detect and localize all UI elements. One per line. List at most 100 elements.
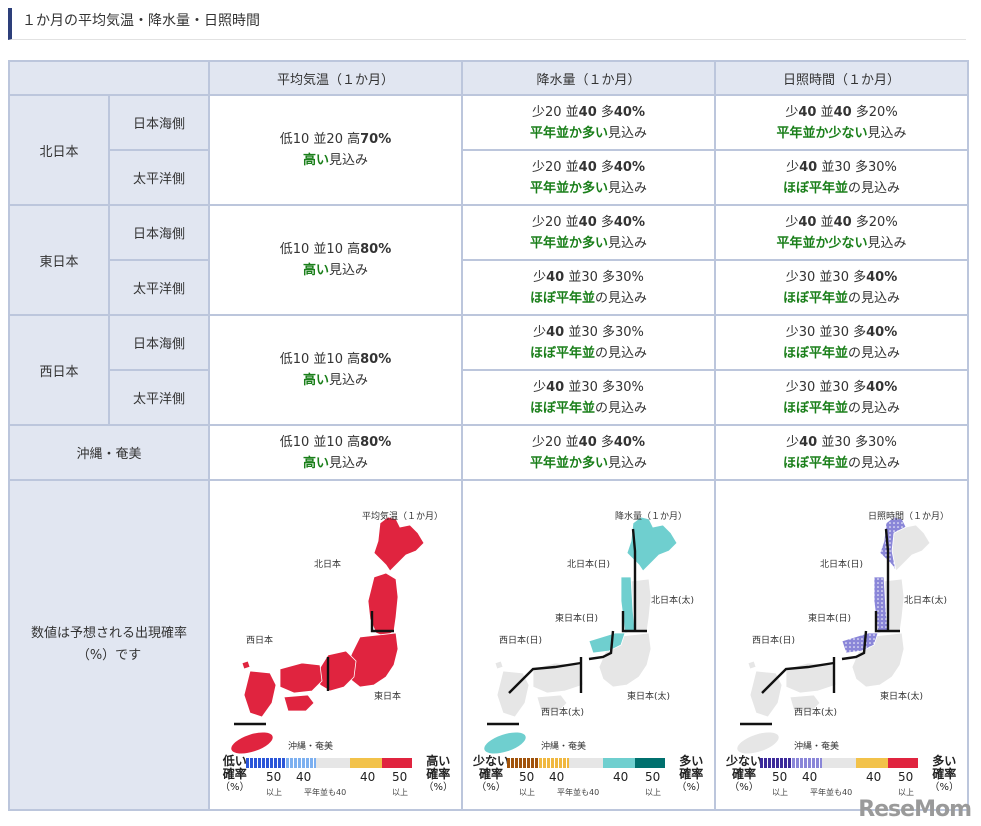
precip-east-sea: 少20 並40 多40% 平年並か多い見込み — [461, 204, 716, 261]
tick-ijo-b: 以上 — [645, 788, 661, 797]
west-split-border — [508, 661, 582, 694]
sun-west-sea: 少30 並30 多40% ほぼ平年並の見込み — [714, 314, 969, 371]
tick-50b: 50 — [898, 770, 914, 784]
temp-west: 低10 並10 高80% 高い見込み — [208, 314, 463, 426]
precip-legend: 少ない 確率 （%） 多い 確率 （%） 50 40 — [463, 753, 714, 809]
legend-bar-high50 — [635, 758, 665, 768]
col-header-sun: 日照時間（１か月） — [714, 60, 969, 96]
honshu-west-shape — [785, 662, 837, 694]
legend-bar-high40 — [350, 758, 382, 768]
tick-40b: 40 — [613, 770, 629, 784]
sun-north-sea: 少40 並40 多20% 平年並か少ない見込み — [714, 94, 969, 151]
hokkaido-shape — [373, 516, 425, 572]
legend-bar-low50 — [760, 758, 792, 768]
tick-ijo-a: 以上 — [519, 788, 535, 797]
precip-label-north-pac: 北日本(太) — [651, 596, 695, 606]
legend-bar-high50 — [888, 758, 918, 768]
sun-map-title: 日照時間（１か月） — [868, 512, 950, 522]
tick-50a: 50 — [266, 770, 282, 784]
legend-high: 高い 確率 （%） — [423, 754, 453, 794]
tick-ijo-a: 以上 — [772, 788, 788, 797]
probability-note: 数値は予想される出現確率（%）です — [8, 479, 210, 811]
shikoku-shape — [283, 694, 315, 712]
tick-50a: 50 — [772, 770, 788, 784]
region-west: 西日本 — [8, 314, 110, 426]
north-east-border — [621, 611, 647, 633]
tick-40a: 40 — [802, 770, 818, 784]
precip-north-sea: 少20 並40 多40% 平年並か多い見込み — [461, 94, 716, 151]
temp-label-north: 北日本 — [314, 560, 342, 570]
sun-north-pac: 少40 並30 多30% ほぼ平年並の見込み — [714, 149, 969, 206]
watermark-logo: ReseMom — [858, 797, 972, 822]
legend-bar-normal — [822, 758, 856, 768]
islands-shape — [494, 660, 504, 670]
sun-label-east-pac: 東日本(太) — [880, 692, 924, 702]
precip-label-east-pac: 東日本(太) — [627, 692, 671, 702]
forecast-table: 平均気温（１か月） 降水量（１か月） 日照時間（１か月） 北日本 日本海側 低1… — [8, 60, 969, 811]
sun-map — [736, 516, 931, 755]
tick-ijo-b: 以上 — [392, 788, 408, 797]
legend-bar-low50 — [246, 758, 286, 768]
hokkaido-shape — [626, 516, 678, 572]
sub-pacific-side: 太平洋側 — [108, 259, 210, 316]
kyushu-shape — [243, 670, 277, 718]
precip-north-pac: 少20 並40 多40% 平年並か多い見込み — [461, 149, 716, 206]
col-header-temp: 平均気温（１か月） — [208, 60, 463, 96]
legend-bar-low40 — [792, 758, 822, 768]
north-east-border — [874, 611, 900, 633]
precip-west-sea: 少40 並30 多30% ほぼ平年並の見込み — [461, 314, 716, 371]
tick-40b: 40 — [360, 770, 376, 784]
honshu-west-shape — [532, 662, 584, 694]
legend-bar-high40 — [603, 758, 635, 768]
temp-okinawa: 低10 並10 高80% 高い見込み — [208, 424, 463, 481]
sub-sea-side: 日本海側 — [108, 314, 210, 371]
precip-map-title: 降水量（１か月） — [615, 512, 688, 522]
okinawa-shape — [230, 731, 274, 755]
temp-label-okinawa: 沖縄・奄美 — [288, 742, 334, 752]
legend-bar-low40 — [286, 758, 316, 768]
region-okinawa: 沖縄・奄美 — [8, 424, 210, 481]
sun-west-pac: 少30 並30 多40% ほぼ平年並の見込み — [714, 369, 969, 426]
sub-sea-side: 日本海側 — [108, 94, 210, 151]
legend-low: 少ない 確率 （%） — [473, 754, 510, 794]
precip-label-west-sea: 西日本(日) — [499, 636, 543, 646]
legend-high: 多い 確率 （%） — [929, 754, 959, 794]
temp-east: 低10 並10 高80% 高い見込み — [208, 204, 463, 316]
precip-label-north-sea: 北日本(日) — [567, 560, 611, 570]
temp-map-cell: 平均気温（１か月） 北日本 西日本 東日本 沖縄・奄美 低い 確率 （%） — [208, 479, 463, 811]
precip-map — [483, 516, 678, 755]
sub-sea-side: 日本海側 — [108, 204, 210, 261]
sun-label-west-sea: 西日本(日) — [752, 636, 796, 646]
sun-legend: 少ない 確率 （%） 多い 確率 （%） 50 40 — [716, 753, 967, 809]
sun-east-sea: 少40 並40 多20% 平年並か少ない見込み — [714, 204, 969, 261]
sun-label-north-sea: 北日本(日) — [820, 560, 864, 570]
temp-north: 低10 並20 高70% 高い見込み — [208, 94, 463, 206]
hokkaido-pac-shape — [891, 524, 931, 572]
legend-high: 多い 確率 （%） — [676, 754, 706, 794]
east-split-border — [588, 630, 615, 661]
shikoku-shape — [789, 694, 821, 712]
region-east: 東日本 — [8, 204, 110, 316]
precip-okinawa: 少20 並40 多40% 平年並か多い見込み — [461, 424, 716, 481]
temp-label-west: 西日本 — [246, 636, 274, 646]
legend-bar-low50 — [507, 758, 539, 768]
legend-bar-high50 — [382, 758, 412, 768]
precip-label-okinawa: 沖縄・奄美 — [541, 742, 587, 752]
shikoku-shape — [536, 694, 568, 712]
legend-bar-normal — [316, 758, 350, 768]
islands-shape — [747, 660, 757, 670]
tick-50a: 50 — [519, 770, 535, 784]
precip-label-west-pac: 西日本(太) — [541, 708, 585, 718]
corner-header — [8, 60, 210, 96]
sun-east-pac: 少30 並30 多40% ほぼ平年並の見込み — [714, 259, 969, 316]
sun-map-cell: 日照時間（１か月） 北日本(日) 北日本(太) 東日本(日) 西日本(日) 東日… — [714, 479, 969, 811]
sun-okinawa: 少40 並30 多30% ほぼ平年並の見込み — [714, 424, 969, 481]
honshu-west-shape — [279, 662, 323, 694]
tick-normal: 平年並も40 — [557, 788, 600, 797]
section-heading: １か月の平均気温・降水量・日照時間 — [8, 8, 966, 40]
east-split-border — [841, 630, 868, 661]
honshu-central-shape — [317, 650, 357, 692]
hokuriku-shape — [841, 632, 879, 654]
col-header-precip: 降水量（１か月） — [461, 60, 716, 96]
tick-40a: 40 — [549, 770, 565, 784]
